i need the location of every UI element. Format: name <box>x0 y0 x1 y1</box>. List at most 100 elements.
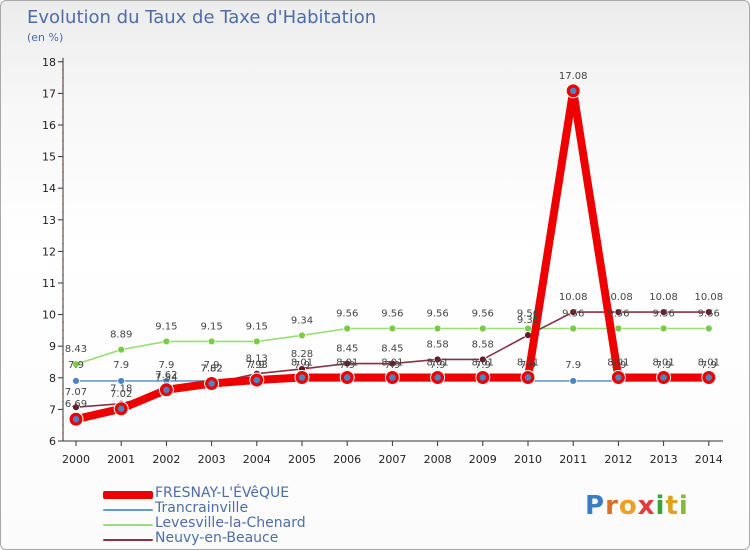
data-label-levesville-la-chenard: 8.43 <box>65 344 87 355</box>
point-inner-fresnay-l-v-que <box>524 374 532 381</box>
data-label-fresnay-l-v-que: 8.01 <box>698 357 720 368</box>
point-neuvy-en-beauce <box>569 308 578 316</box>
point-levesville-la-chenard <box>614 324 623 333</box>
brand-logo: Proxiti <box>585 491 689 521</box>
y-tick-label: 10 <box>42 309 56 322</box>
legend-label: Levesville-la-Chenard <box>155 515 306 531</box>
data-label-neuvy-en-beauce: 8.45 <box>336 344 358 355</box>
data-label-trancrainville: 7.9 <box>384 360 400 371</box>
data-label-levesville-la-chenard: 9.56 <box>472 309 494 320</box>
x-tick-label: 2012 <box>604 453 632 466</box>
data-label-fresnay-l-v-que: 7.02 <box>110 389 132 400</box>
data-label-levesville-la-chenard: 9.56 <box>607 309 629 320</box>
point-trancrainville <box>569 377 578 385</box>
point-trancrainville <box>117 377 126 385</box>
x-tick-label: 2006 <box>333 453 361 466</box>
data-label-neuvy-en-beauce: 7.54 <box>155 372 177 383</box>
y-tick-label: 15 <box>42 151 56 164</box>
data-label-fresnay-l-v-que: 7.62 <box>155 370 177 381</box>
data-label-fresnay-l-v-que: 8.01 <box>472 357 494 368</box>
brand-letter: r <box>605 491 619 521</box>
x-tick-label: 2007 <box>378 453 406 466</box>
data-label-trancrainville: 7.9 <box>610 360 626 371</box>
point-levesville-la-chenard <box>207 337 216 346</box>
point-neuvy-en-beauce <box>388 359 397 368</box>
data-label-trancrainville: 7.9 <box>158 360 174 371</box>
data-label-levesville-la-chenard: 9.56 <box>336 309 358 320</box>
data-label-trancrainville: 7.9 <box>204 360 220 371</box>
data-label-fresnay-l-v-que: 17.08 <box>559 71 588 82</box>
data-labels-layer: 8.43 8.89 9.15 9.15 9.15 9.34 9.56 9.56 9.56 9.56… <box>65 71 723 410</box>
data-label-levesville-la-chenard: 9.56 <box>652 309 674 320</box>
point-levesville-la-chenard <box>659 324 668 333</box>
data-label-trancrainville: 7.9 <box>475 360 491 371</box>
x-tick-label: 2000 <box>62 453 90 466</box>
brand-letter: o <box>618 491 638 521</box>
legend-label: Neuvy-en-Beauce <box>155 530 279 546</box>
data-label-trancrainville: 7.9 <box>656 360 672 371</box>
point-levesville-la-chenard <box>433 324 442 333</box>
brand-letter: t <box>665 491 679 521</box>
data-label-trancrainville: 7.9 <box>294 360 310 371</box>
point-inner-fresnay-l-v-que <box>253 376 260 384</box>
data-label-trancrainville: 7.9 <box>520 360 536 371</box>
data-label-levesville-la-chenard: 9.15 <box>200 321 222 332</box>
point-inner-fresnay-l-v-que <box>660 374 667 381</box>
data-label-fresnay-l-v-que: 8.01 <box>381 357 403 368</box>
data-label-trancrainville: 7.9 <box>430 360 446 371</box>
point-neuvy-en-beauce <box>72 403 80 412</box>
x-tick-label: 2010 <box>514 453 542 466</box>
legend-label: FRESNAY-L'ÉVêQUE <box>155 485 290 501</box>
y-tick-label: 6 <box>49 435 56 448</box>
point-levesville-la-chenard <box>704 324 713 333</box>
point-levesville-la-chenard <box>117 345 126 354</box>
data-label-fresnay-l-v-que: 8.01 <box>426 357 448 368</box>
point-neuvy-en-beauce <box>433 355 442 364</box>
data-label-fresnay-l-v-que: 8.01 <box>291 357 313 368</box>
data-label-levesville-la-chenard: 8.89 <box>110 330 132 341</box>
axes: 6 7 8 9 10 11 12 13 14 15 16 17 18 2000 2001 2002 2003 20… <box>42 56 723 466</box>
x-tick-label: 2008 <box>424 453 452 466</box>
x-tick-label: 2001 <box>107 453 135 466</box>
y-tick-label: 11 <box>42 277 56 290</box>
brand-letter: i <box>655 491 666 521</box>
point-inner-fresnay-l-v-que <box>344 374 351 381</box>
data-label-trancrainville: 7.9 <box>68 360 84 371</box>
data-label-trancrainville: 7.9 <box>249 360 265 371</box>
x-tick-label: 2005 <box>288 453 316 466</box>
point-inner-fresnay-l-v-que <box>479 374 486 381</box>
point-inner-fresnay-l-v-que <box>208 380 215 387</box>
y-tick-label: 17 <box>42 87 56 100</box>
point-levesville-la-chenard <box>252 337 261 346</box>
point-inner-fresnay-l-v-que <box>163 386 170 394</box>
data-label-neuvy-en-beauce: 8.58 <box>472 339 494 350</box>
data-label-levesville-la-chenard: 9.56 <box>517 309 539 320</box>
point-inner-fresnay-l-v-que <box>118 405 125 412</box>
data-label-neuvy-en-beauce: 10.08 <box>694 292 723 303</box>
y-tick-label: 7 <box>49 403 56 416</box>
legend-swatch <box>103 491 153 499</box>
series-layer <box>68 83 717 427</box>
legend-swatch <box>103 539 153 541</box>
data-label-trancrainville: 7.9 <box>565 360 581 371</box>
brand-letter: x <box>637 491 656 521</box>
data-label-levesville-la-chenard: 9.34 <box>291 315 313 326</box>
x-tick-label: 2011 <box>559 453 587 466</box>
data-label-neuvy-en-beauce: 8.28 <box>291 349 313 360</box>
data-label-levesville-la-chenard: 9.56 <box>426 309 448 320</box>
y-tick-label: 14 <box>42 182 56 195</box>
point-levesville-la-chenard <box>343 324 352 333</box>
data-label-neuvy-en-beauce: 8.45 <box>381 344 403 355</box>
point-levesville-la-chenard <box>72 360 80 369</box>
data-label-fresnay-l-v-que: 8.01 <box>336 357 358 368</box>
x-tick-label: 2003 <box>198 453 226 466</box>
point-inner-fresnay-l-v-que <box>389 374 396 381</box>
point-inner-fresnay-l-v-que <box>298 374 306 381</box>
data-label-levesville-la-chenard: 9.15 <box>155 321 177 332</box>
x-tick-label: 2009 <box>469 453 497 466</box>
data-label-fresnay-l-v-que: 8.01 <box>607 357 629 368</box>
data-label-fresnay-l-v-que: 6.69 <box>65 399 87 410</box>
x-tick-label: 2014 <box>695 453 723 466</box>
y-tick-label: 9 <box>49 340 56 353</box>
